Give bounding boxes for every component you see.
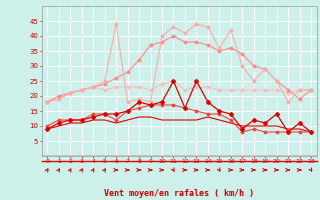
Text: Vent moyen/en rafales ( km/h ): Vent moyen/en rafales ( km/h ): [104, 189, 254, 198]
